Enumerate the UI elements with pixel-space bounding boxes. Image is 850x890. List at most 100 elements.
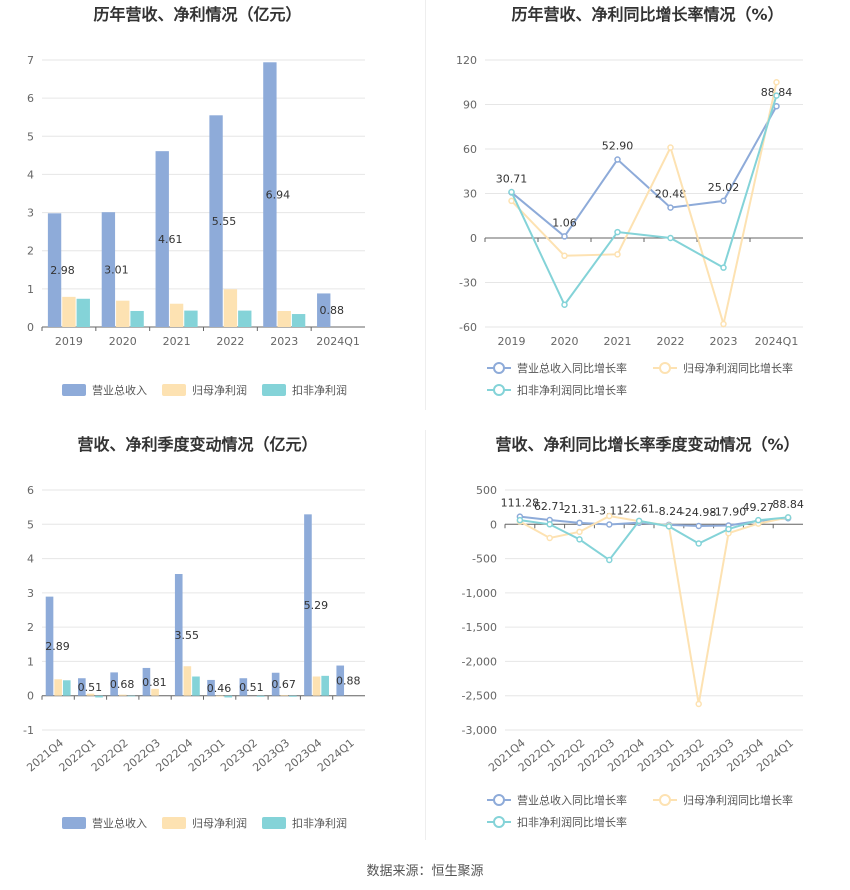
legend-marker [659,362,671,374]
point-value-label: -8.24 [655,505,683,518]
data-point [576,536,583,543]
bar-value-label: 0.46 [207,682,232,695]
bar-value-label: 0.88 [336,675,361,688]
y-tick-label: -2,500 [462,690,497,703]
data-point [561,252,568,260]
x-tick-label: 2024Q1 [755,335,799,348]
y-tick-label: 2 [27,245,34,258]
y-tick-label: 0 [27,690,34,703]
bar-revenue [174,574,183,696]
y-tick-label: 120 [456,54,477,67]
legend-swatch [62,384,86,396]
data-point [576,519,583,527]
data-point [720,197,727,205]
bar-revenue [207,679,215,696]
bar-value-label: 0.81 [142,676,167,689]
y-tick-label: 1 [27,283,34,296]
bar-value-label: 5.55 [212,215,237,228]
point-value-label: -3.11 [595,504,623,517]
x-tick-label: 2019 [55,335,83,348]
x-tick-label: 2021 [163,335,191,348]
y-tick-label: -1,500 [462,621,497,634]
data-point [695,700,702,708]
bar-value-label: 0.51 [78,681,103,694]
y-tick-label: 4 [27,168,34,181]
y-tick-label: 5 [27,518,34,531]
legend-label: 归母净利润 [192,383,247,397]
y-tick-label: -1,000 [462,587,497,600]
data-point [665,523,673,530]
bar-value-label: 3.55 [174,629,199,642]
x-tick-label: 2024Q1 [315,736,357,774]
quarterly-growth-chart: 营收、净利同比增长率季度变动情况（%） -3,000 -2,500 -2,000 -1,… [462,435,804,829]
bar-revenue [110,672,118,696]
y-tick-label: 500 [476,484,497,497]
bar-value-label: 6.94 [266,189,291,202]
bar-deducted-profit [62,680,71,696]
x-tick-label: 2023 [270,335,298,348]
legend-label: 营业总收入 [92,383,147,397]
y-tick-label: -3,000 [462,724,497,737]
bar-value-label: 0.67 [271,678,296,691]
bar-deducted-profit [224,695,233,698]
chart-title: 营收、净利同比增长率季度变动情况（%） [495,435,799,454]
data-point [784,514,792,521]
point-value-label: -17.90 [711,506,746,519]
bar-deducted-profit [192,676,200,696]
legend-marker [493,362,505,374]
legend-swatch [62,817,86,829]
x-tick-label: 2023 [710,335,738,348]
bar-net-profit [183,666,192,696]
bar-net-profit [312,676,321,696]
bar-deducted-profit [321,675,329,696]
point-value-label: 1.06 [552,216,577,229]
bar-net-profit [116,300,130,327]
point-value-label: 88.84 [772,498,804,511]
data-point [667,204,674,211]
annual-revenue-profit-panel: 历年营收、净利情况（亿元） 0 1 2 3 4 5 6 7 2019 2020 2021 2022 202… [0,0,425,410]
x-tick-label: 2021 [604,335,632,348]
data-point [720,264,727,271]
bar-revenue [101,212,116,327]
bar-deducted-profit [95,695,103,698]
panel-divider-top [425,0,426,410]
y-tick-label: 60 [463,143,477,156]
bar-deducted-profit [238,310,252,327]
data-point [546,521,553,528]
data-point [546,534,553,542]
data-point [755,516,762,524]
y-tick-label: 7 [27,54,34,67]
data-point [576,528,583,536]
bar-value-label: 4.61 [158,233,183,246]
bar-value-label: 0.68 [110,678,135,691]
data-point [508,197,515,205]
point-value-label: 62.71 [534,500,566,513]
series-line-deducted-profit [510,95,778,307]
bar-value-label: 5.29 [304,599,329,612]
bar-value-label: 3.01 [104,264,129,277]
bar-net-profit [280,695,289,696]
point-value-label: 22.61 [623,503,655,516]
x-tick-label: 2022 [216,335,244,348]
bar-deducted-profit [184,310,198,327]
data-point [695,540,702,547]
bar-revenue [304,514,312,696]
data-point [773,92,780,99]
y-tick-label: -30 [459,277,477,290]
y-tick-label: 5 [27,130,34,143]
bar-revenue [263,62,277,327]
y-tick-label: 90 [463,99,477,112]
data-point [725,525,732,533]
series-line-revenue [510,105,778,238]
x-tick-label: 2020 [551,335,579,348]
annual-growth-chart: 历年营收、净利同比增长率情况（%） -60 -30 0 30 60 90 120 2019 202… [456,5,803,397]
point-value-label: 30.71 [496,172,528,185]
y-tick-label: 2 [27,621,34,634]
bar-net-profit [215,695,224,697]
bar-net-profit [62,296,76,327]
data-point [773,79,780,86]
data-point [695,522,702,530]
y-tick-label: -60 [459,321,477,334]
bar-revenue [317,293,331,327]
bar-deducted-profit [130,310,144,327]
